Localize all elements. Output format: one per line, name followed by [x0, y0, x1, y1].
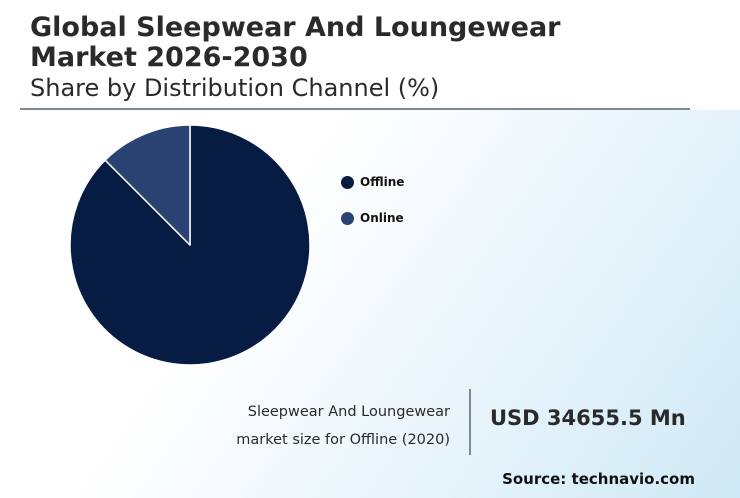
legend-label: Online: [360, 211, 404, 225]
page-title: Global Sleepwear And Loungewear Market 2…: [30, 12, 561, 73]
page-subtitle: Share by Distribution Channel (%): [30, 74, 440, 102]
market-size-caption: Sleepwear And Loungewear market size for…: [190, 398, 450, 454]
title-divider: [20, 108, 690, 110]
caption-line-1: Sleepwear And Loungewear: [247, 404, 450, 420]
pie-slice-online: [104, 124, 191, 246]
caption-divider: [469, 389, 471, 455]
legend-label: Offline: [360, 175, 405, 189]
pie-chart: [69, 124, 311, 366]
header-band: [0, 0, 740, 110]
source-credit: Source: technavio.com: [502, 470, 695, 488]
caption-line-2: market size for Offline (2020): [236, 432, 450, 448]
legend-swatch: [341, 176, 354, 189]
legend-swatch: [341, 212, 354, 225]
market-size-value: USD 34655.5 Mn: [490, 406, 686, 430]
